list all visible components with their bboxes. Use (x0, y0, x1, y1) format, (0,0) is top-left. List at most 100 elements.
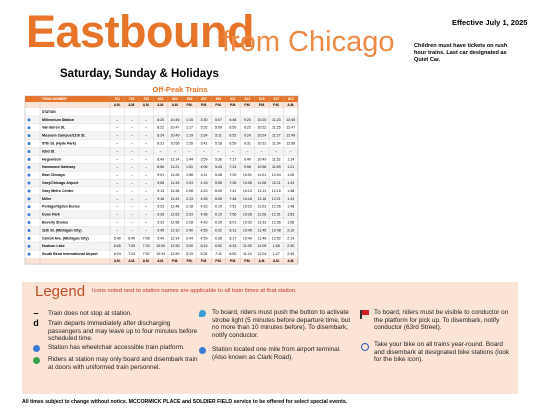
time: 3:41 (201, 142, 208, 146)
meridiem: A.M. (114, 103, 121, 107)
station-icon (27, 142, 31, 146)
time: 12:21 (272, 197, 281, 201)
station-name: 57th St. (Hyde Park) (42, 142, 77, 146)
time: 12:47 (286, 126, 295, 130)
time: – (131, 205, 133, 209)
time: 11:34 (272, 142, 281, 146)
time: 9:01 (157, 173, 164, 177)
time: – (116, 197, 118, 201)
train-number-label: TRAIN NUMBER (42, 97, 67, 101)
time: 1:14 (287, 157, 294, 161)
time: 6:20 (215, 221, 222, 225)
station-name: Hudson Lake (42, 244, 65, 248)
meridiem: A.M. (114, 259, 121, 263)
train-number: 613 (245, 97, 251, 101)
row-bg (25, 187, 298, 195)
time: 5:07 (215, 118, 222, 122)
time: 1:19 (186, 134, 193, 138)
time: – (145, 181, 147, 185)
time: 12:10 (171, 228, 180, 232)
row-bg (25, 115, 298, 124)
train-number: 601 (158, 97, 164, 101)
time: – (116, 118, 118, 122)
station-name: Hammond Gateway (42, 165, 75, 169)
train-number: 607 (201, 97, 207, 101)
station-name: Beverly Shores (42, 221, 68, 225)
table-border (24, 95, 299, 265)
time: – (131, 221, 133, 225)
time: 12:56 (286, 142, 295, 146)
time: 11:49 (257, 236, 266, 240)
time: 10:28 (243, 213, 252, 217)
time: – (145, 126, 147, 130)
time: – (116, 189, 118, 193)
time: 11:33 (171, 181, 180, 185)
time: – (145, 165, 147, 169)
time: 6:52 (229, 134, 236, 138)
meridiem-bg (25, 102, 298, 108)
train-number: 615 (259, 97, 265, 101)
meridiem: P.M. (244, 103, 250, 107)
table-caption: Off-Peak Trains (152, 85, 207, 94)
time: 11:28 (257, 213, 266, 217)
time: 11:24 (243, 252, 252, 256)
time: 2:44 (186, 236, 193, 240)
time: 11:08 (257, 181, 266, 185)
time: 8:01 (229, 221, 236, 225)
time: – (145, 205, 147, 209)
time: 11:59 (272, 165, 281, 169)
time: 10:08 (243, 181, 252, 185)
row-bg (25, 202, 298, 211)
time: 7:17 (229, 157, 236, 161)
time: 11:18 (257, 197, 266, 201)
time: 10:45 (171, 118, 180, 122)
legend-text: Station located one mile from airport te… (212, 346, 341, 361)
time: 4:38 (201, 213, 208, 217)
time: 5:40 (114, 236, 121, 240)
time: – (116, 181, 118, 185)
time: 3:30 (201, 118, 208, 122)
time: 6:10 (215, 205, 222, 209)
time: 10:49 (257, 157, 266, 161)
time: 8:13 (229, 228, 236, 232)
time: – (116, 173, 118, 177)
time: 9:49 (157, 236, 164, 240)
time: 11:48 (171, 205, 180, 209)
time: 11:23 (257, 205, 266, 209)
time: – (145, 213, 147, 217)
time: 9:18 (157, 197, 164, 201)
time: 7:36 (229, 181, 236, 185)
station-name: Gary Metro Center (42, 189, 74, 193)
time: 11:01 (257, 173, 266, 177)
station-name: Miller (42, 197, 52, 201)
time: 3:19 (186, 252, 193, 256)
time: – (160, 149, 162, 153)
time: 8:22 (157, 126, 164, 130)
time: 2:10 (287, 228, 294, 232)
legend-note: Icons noted next to station names are ap… (92, 288, 297, 294)
train-number: 705 (143, 97, 149, 101)
bike-icon (361, 343, 369, 351)
time: 4:18 (201, 181, 208, 185)
time: 7:24 (229, 165, 236, 169)
meridiem: P.M. (186, 103, 192, 107)
station-icon (27, 173, 31, 177)
time: 11:25 (272, 126, 281, 130)
time: 10:24 (257, 134, 266, 138)
time: 5:15 (201, 244, 208, 248)
station-icon (27, 165, 31, 169)
legend-box (22, 282, 518, 394)
time: 1:53 (287, 213, 294, 217)
time: – (189, 149, 191, 153)
meridiem: P.M. (215, 259, 221, 263)
ticket-note: Children must have tickets on rush hour … (414, 43, 508, 63)
time: – (174, 149, 176, 153)
time: 12:45 (286, 118, 295, 122)
station-name: Hegewisch (42, 157, 61, 161)
time: 6:05 (215, 197, 222, 201)
legend-text: Train does not stop at station. (48, 310, 132, 317)
time: – (131, 228, 133, 232)
time: 12:30 (171, 244, 180, 248)
time: 11:26 (171, 173, 180, 177)
station-name: Van Buren St. (42, 126, 65, 130)
